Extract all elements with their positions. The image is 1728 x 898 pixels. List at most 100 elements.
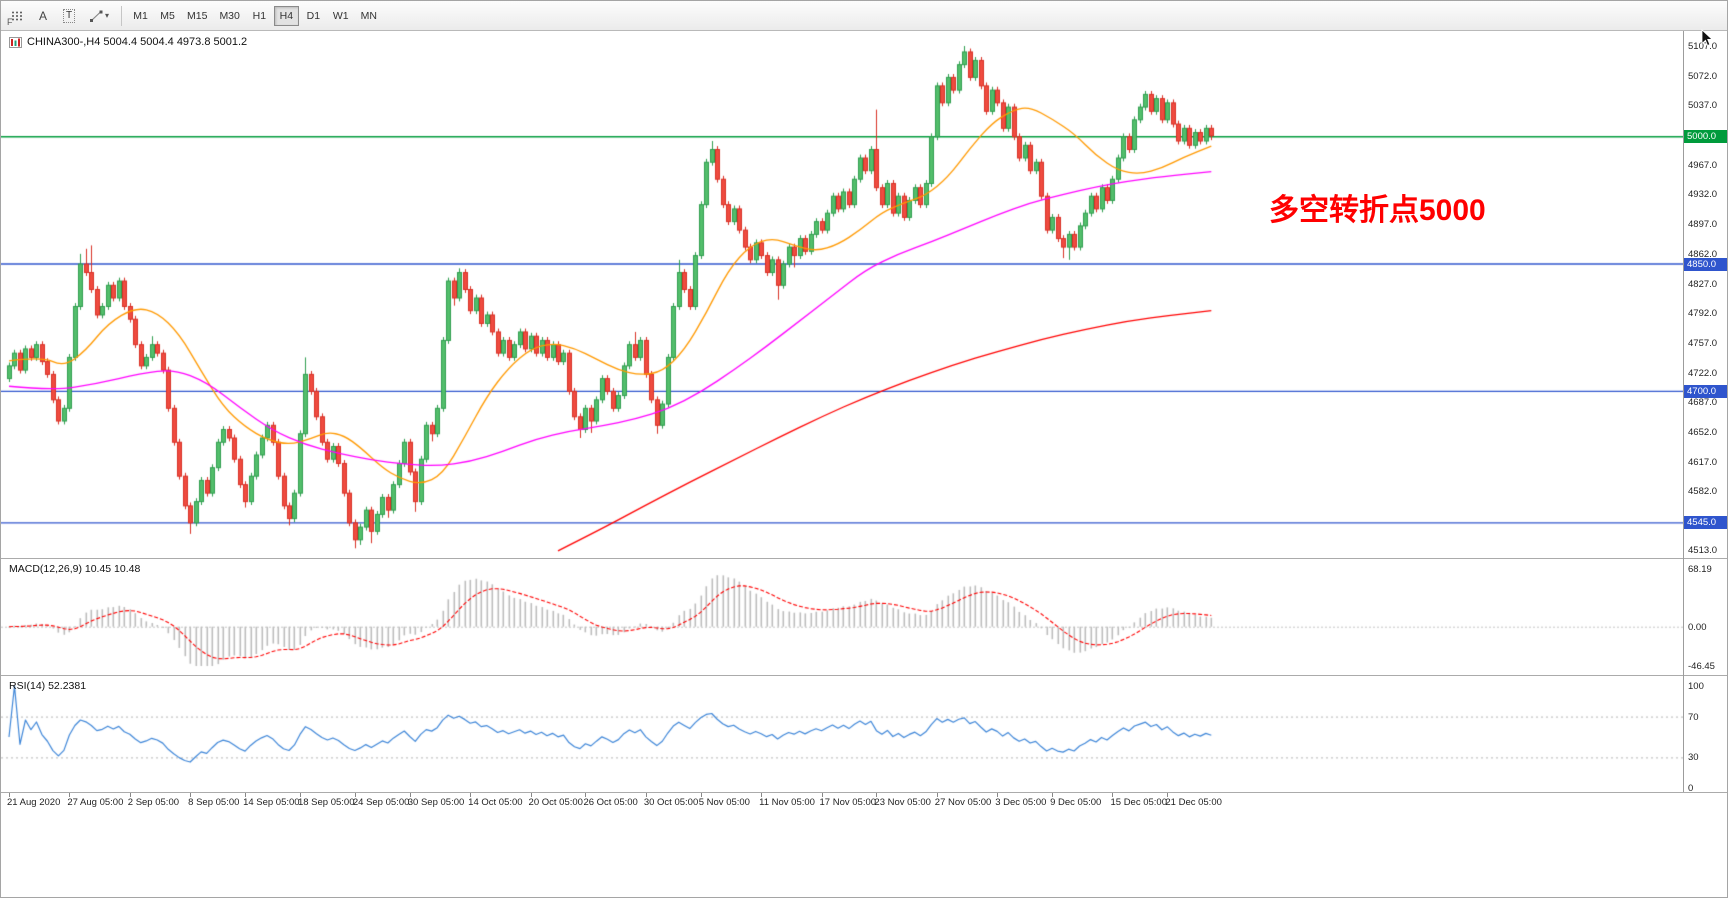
time-axis-tick: [69, 793, 70, 797]
grid-dots-icon: [12, 11, 22, 20]
panel-divider[interactable]: [1, 558, 1727, 559]
chart-annotation: 多空转折点5000: [1269, 194, 1486, 227]
time-axis-tick: [1167, 793, 1168, 797]
time-axis-tick: [701, 793, 702, 797]
macd-axis-label: -46.45: [1688, 661, 1715, 672]
price-axis-label: 4722.0: [1688, 367, 1718, 379]
time-axis-label: 18 Sep 05:00: [297, 797, 355, 808]
trendline-icon: [89, 10, 103, 22]
time-axis-tick: [410, 793, 411, 797]
time-axis-label: 24 Sep 05:00: [352, 797, 410, 808]
price-level-badge: 4545.0: [1684, 516, 1727, 530]
text-tool-glyph: T: [62, 8, 76, 23]
time-axis-label: 30 Sep 05:00: [407, 797, 465, 808]
macd-panel-canvas[interactable]: [1, 559, 1683, 675]
chart-title-text: CHINA300-,H4 5004.4 5004.4 4973.8 5001.2: [27, 36, 248, 48]
toolbar-separator: [121, 5, 122, 26]
rsi-label: RSI(14) 52.2381: [9, 680, 87, 692]
drawing-tools-dropdown[interactable]: ▾: [83, 4, 115, 28]
price-axis[interactable]: [1684, 31, 1727, 792]
time-axis-tick: [937, 793, 938, 797]
chart-title: CHINA300-,H4 5004.4 5004.4 4973.8 5001.2: [9, 36, 247, 48]
time-axis-label: 9 Dec 05:00: [1050, 797, 1102, 808]
rsi-axis-label: 0: [1688, 783, 1694, 794]
price-axis-label: 4513.0: [1688, 545, 1718, 556]
rsi-panel-canvas[interactable]: [1, 676, 1683, 792]
macd-label: MACD(12,26,9) 10.45 10.48: [9, 563, 141, 575]
time-axis-tick: [355, 793, 356, 797]
time-axis-label: 14 Oct 05:00: [468, 797, 523, 808]
time-axis-tick: [190, 793, 191, 797]
time-axis-tick: [9, 793, 10, 797]
price-axis-label: 5072.0: [1688, 70, 1718, 82]
time-axis-tick: [1112, 793, 1113, 797]
rsi-axis-label: 100: [1688, 681, 1704, 692]
time-axis-label: 27 Aug 05:00: [67, 797, 124, 808]
time-axis-label: 27 Nov 05:00: [934, 797, 992, 808]
time-axis-label: 23 Nov 05:00: [874, 797, 931, 808]
time-axis-label: 5 Nov 05:00: [698, 797, 750, 808]
price-chart-canvas[interactable]: [1, 31, 1683, 558]
time-axis-tick: [761, 793, 762, 797]
time-axis-tick: [300, 793, 301, 797]
time-axis-label: 20 Oct 05:00: [528, 797, 583, 808]
time-axis-label: 14 Sep 05:00: [243, 797, 300, 808]
time-axis-tick: [531, 793, 532, 797]
price-level-badge: 5000.0: [1684, 130, 1727, 144]
price-axis-label: 4897.0: [1688, 219, 1718, 231]
timeframe-d1[interactable]: D1: [306, 9, 321, 22]
time-axis-tick: [130, 793, 131, 797]
price-axis-label: 4687.0: [1688, 397, 1718, 409]
price-axis-border: [1683, 31, 1684, 792]
price-level-badge: 4850.0: [1684, 257, 1727, 271]
rsi-axis-label: 30: [1688, 752, 1699, 764]
mouse-cursor: [1701, 29, 1714, 47]
timeframe-m5[interactable]: M5: [160, 9, 175, 22]
time-axis-tick: [245, 793, 246, 797]
time-axis-tick: [646, 793, 647, 797]
price-axis-label: 4932.0: [1688, 189, 1718, 201]
timeframe-m1[interactable]: M1: [133, 9, 148, 22]
price-axis-label: 5107.0: [1688, 41, 1718, 52]
price-axis-label: 4862.0: [1688, 248, 1718, 260]
panel-divider[interactable]: [1, 675, 1727, 676]
time-axis-label: 11 Nov 05:00: [759, 797, 815, 808]
price-axis-label: 4827.0: [1688, 278, 1718, 290]
time-axis-tick: [470, 793, 471, 797]
time-axis-label: 3 Dec 05:00: [995, 797, 1047, 808]
price-axis-label: 5037.0: [1688, 100, 1718, 112]
timeframe-mn[interactable]: MN: [360, 9, 377, 22]
chart-icon: [9, 36, 22, 48]
timeframe-h1[interactable]: H1: [252, 9, 267, 22]
price-axis-label: 4757.0: [1688, 337, 1718, 349]
timeframe-m15[interactable]: M15: [187, 9, 208, 22]
price-axis-label: 4792.0: [1688, 308, 1718, 320]
time-axis-label: 21 Dec 05:00: [1165, 797, 1222, 808]
macd-axis-label: 68.19: [1688, 564, 1712, 575]
cursor-a-button[interactable]: A: [38, 8, 47, 23]
symbols-grid-button[interactable]: [5, 4, 29, 28]
price-level-badge: 4700.0: [1684, 384, 1727, 398]
price-axis-label: 4967.0: [1688, 159, 1718, 171]
price-axis-label: 4652.0: [1688, 427, 1718, 439]
time-axis-label: 17 Nov 05:00: [819, 797, 877, 808]
time-axis-label: 2 Sep 05:00: [127, 797, 180, 808]
time-axis-tick: [822, 793, 823, 797]
time-axis-label: 8 Sep 05:00: [188, 797, 240, 808]
panel-divider[interactable]: [1, 792, 1727, 793]
price-axis-label: 4582.0: [1688, 486, 1718, 498]
price-axis-label: 4617.0: [1688, 456, 1718, 468]
macd-axis-label: 0.00: [1688, 621, 1707, 633]
time-axis-label: 26 Oct 05:00: [583, 797, 638, 808]
rsi-axis-label: 70: [1688, 711, 1699, 723]
time-axis-label: 21 Aug 2020: [7, 797, 61, 808]
text-tool-button[interactable]: T: [57, 4, 81, 28]
time-axis-tick: [1052, 793, 1053, 797]
time-axis-tick: [876, 793, 877, 797]
timeframe-m30[interactable]: M30: [219, 9, 240, 22]
timeframe-h4[interactable]: H4: [273, 5, 299, 26]
time-axis-label: 15 Dec 05:00: [1110, 797, 1167, 808]
toolbar-f-label: F: [7, 17, 13, 27]
timeframe-w1[interactable]: W1: [332, 9, 349, 22]
